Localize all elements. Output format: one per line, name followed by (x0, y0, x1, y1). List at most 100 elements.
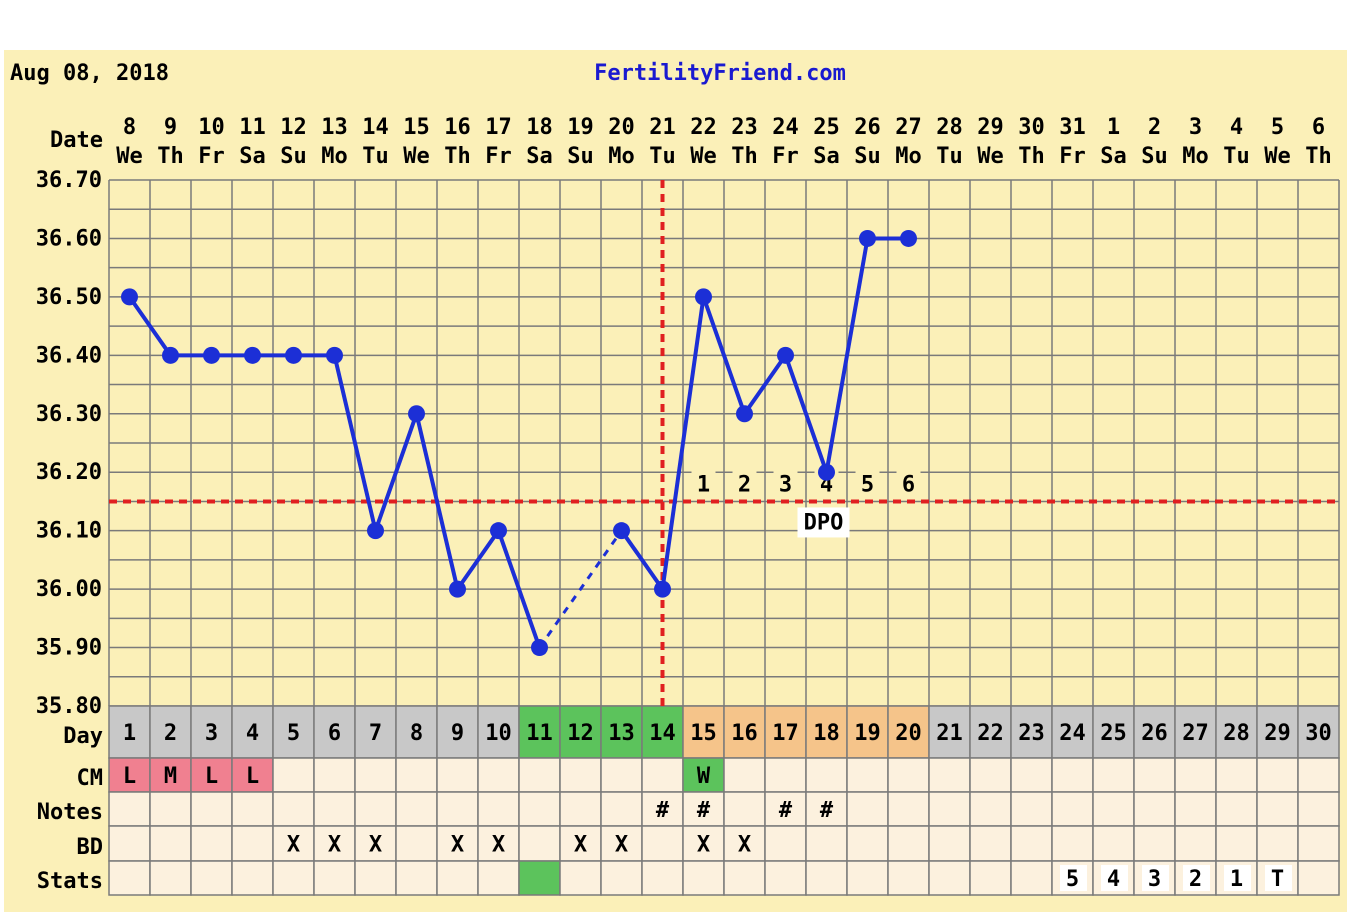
day-cell-text: 11 (526, 721, 553, 746)
day-cell-text: 14 (649, 721, 676, 746)
date-label: 9 (164, 115, 177, 140)
cm-cell (1010, 757, 1053, 793)
date-label: 3 (1189, 115, 1202, 140)
weekday-label: We (690, 144, 717, 169)
date-label: 14 (362, 115, 389, 140)
cm-cell (559, 757, 602, 793)
series-segment (332, 354, 378, 532)
day-cell-text: 27 (1182, 721, 1209, 746)
y-tick-label: 36.20 (36, 460, 102, 485)
y-tick-label: 36.10 (36, 519, 102, 544)
day-cell (1010, 705, 1053, 759)
date-label: 6 (1312, 115, 1325, 140)
stats-cell (641, 860, 684, 896)
series-segment (660, 296, 706, 590)
cm-cell (928, 757, 971, 793)
weekday-label: Su (280, 144, 307, 169)
stats-cell (108, 860, 151, 896)
cm-cell-text: L (246, 764, 259, 789)
data-point (736, 405, 753, 423)
weekday-label: Fr (198, 144, 225, 169)
stats-box (1142, 865, 1169, 891)
day-cell (1256, 705, 1299, 759)
stats-cell (1010, 860, 1053, 896)
series-segment (373, 413, 419, 532)
weekday-label: Tu (936, 144, 963, 169)
bd-cell (764, 825, 807, 862)
data-point (203, 346, 220, 364)
day-cell (477, 705, 520, 759)
notes-row-label: Notes (37, 800, 103, 825)
notes-cell (190, 791, 233, 827)
chart-date: Aug 08, 2018 (10, 61, 169, 86)
date-label: 11 (239, 115, 266, 140)
weekday-label: Su (567, 144, 594, 169)
y-tick-label: 36.50 (36, 285, 102, 310)
day-cell-text: 15 (690, 721, 717, 746)
weekday-label: Sa (239, 144, 266, 169)
stats-cell (190, 860, 233, 896)
data-point (367, 522, 384, 540)
notes-cell (1051, 791, 1094, 827)
notes-cell (436, 791, 479, 827)
cm-cell-text: W (697, 764, 711, 789)
date-label: 5 (1271, 115, 1284, 140)
data-point (326, 346, 343, 364)
bd-cell (108, 825, 151, 862)
cm-cell (272, 757, 315, 793)
y-tick-label: 36.70 (36, 168, 102, 193)
bd-cell (723, 825, 766, 862)
date-label: 24 (772, 115, 799, 140)
notes-cell-text: # (779, 798, 793, 823)
dpo-label: 2 (738, 472, 751, 497)
bd-cell (313, 825, 356, 862)
cm-cell (1051, 757, 1094, 793)
notes-cell (518, 791, 561, 827)
day-cell-text: 22 (977, 721, 1004, 746)
date-label: 21 (649, 115, 676, 140)
cm-cell (436, 757, 479, 793)
series-segment (742, 354, 788, 415)
bd-cell (1010, 825, 1053, 862)
cm-cell (641, 757, 684, 793)
notes-cell (1297, 791, 1340, 827)
cm-cell-text: M (164, 764, 177, 789)
dpo-label: 5 (861, 472, 874, 497)
data-point (162, 346, 179, 364)
data-point (654, 580, 671, 598)
day-cell-text: 4 (246, 721, 259, 746)
y-tick-label: 35.80 (36, 694, 102, 719)
date-label: 16 (444, 115, 471, 140)
weekday-label: Fr (485, 144, 512, 169)
weekday-label: Tu (1223, 144, 1250, 169)
bd-cell (887, 825, 930, 862)
series-segment (455, 529, 501, 591)
day-cell-text: 28 (1223, 721, 1250, 746)
day-cell (1092, 705, 1135, 759)
weekday-label: We (1264, 144, 1291, 169)
bd-cell (1133, 825, 1176, 862)
day-cell-text: 23 (1018, 721, 1045, 746)
notes-cell (395, 791, 438, 827)
date-label: 1 (1107, 115, 1120, 140)
series-segment (619, 529, 665, 591)
notes-cell (641, 791, 684, 827)
bd-row-label: BD (77, 835, 104, 860)
site-link[interactable]: FertilityFriend.com (594, 61, 846, 86)
dpo-text: DPO (804, 510, 844, 535)
dpo-text-bg (797, 507, 850, 538)
weekday-label: Sa (526, 144, 553, 169)
weekday-label: Mo (321, 144, 348, 169)
cm-cell (518, 757, 561, 793)
bd-cell (1174, 825, 1217, 862)
bd-cell (395, 825, 438, 862)
bd-cell (190, 825, 233, 862)
stats-cell (354, 860, 397, 896)
date-label: 31 (1059, 115, 1086, 140)
stats-cell-text: T (1271, 867, 1284, 892)
weekday-label: Mo (1182, 144, 1209, 169)
stats-cell-text: 5 (1066, 867, 1079, 892)
weekday-label: Tu (362, 144, 389, 169)
series-segment (414, 413, 460, 590)
